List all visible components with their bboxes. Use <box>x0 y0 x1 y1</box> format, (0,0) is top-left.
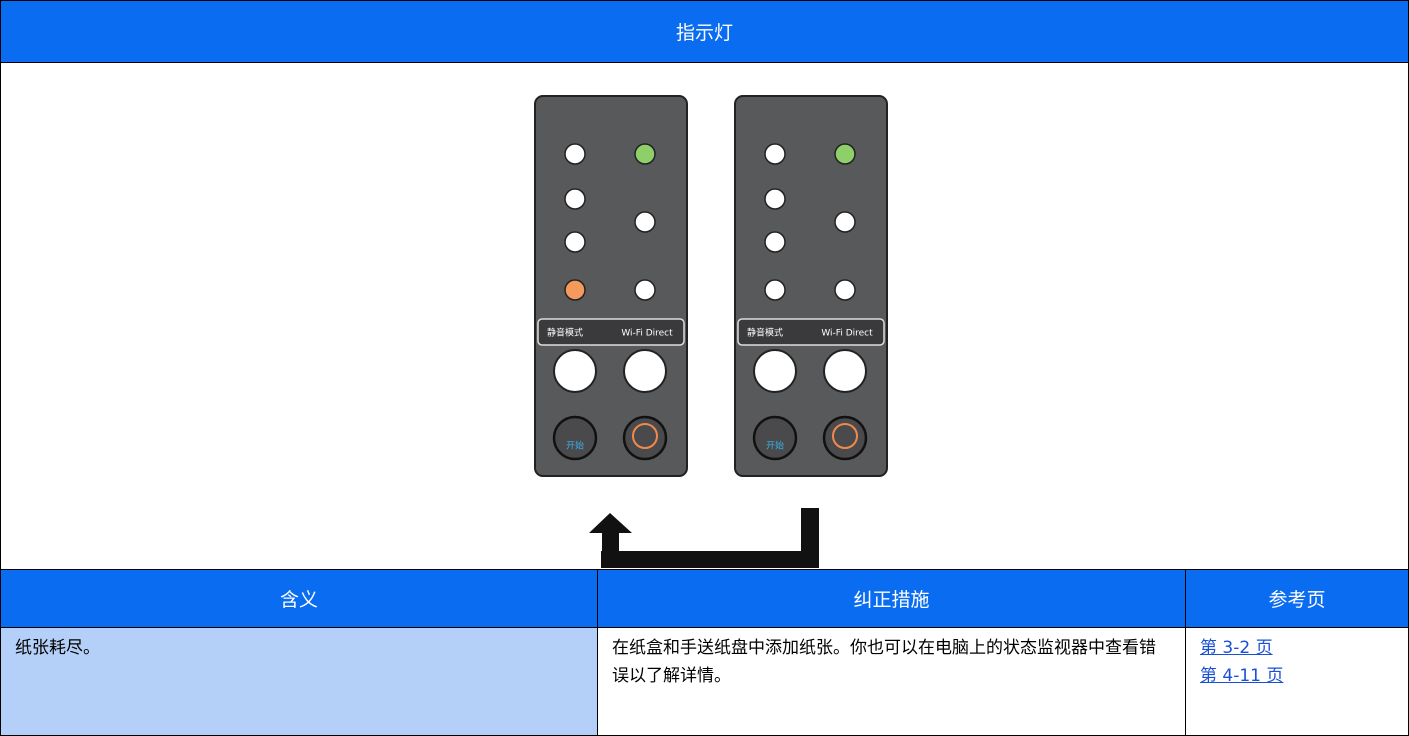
paper-led <box>764 279 786 301</box>
stop-button <box>822 415 868 461</box>
stop-button <box>622 415 668 461</box>
action: 在纸盒和手送纸盘中添加纸张。你也可以在电脑上的状态监视器中查看错误以了解详情。 <box>598 627 1186 735</box>
label-strip <box>537 318 685 346</box>
arrow <box>589 508 819 568</box>
jam-led <box>564 188 586 210</box>
column-header: 纠正措施 <box>598 569 1186 627</box>
illustration: 静音模式 Wi-Fi Direct 开始 静音模式 Wi-Fi Direct 开始 <box>534 95 888 568</box>
toner-led <box>564 231 586 253</box>
panel-body <box>534 95 688 477</box>
column-header: 含义 <box>1 569 598 627</box>
attention-led <box>564 143 586 165</box>
quiet-button <box>553 349 597 393</box>
paper-led <box>564 279 586 301</box>
control-panel: 静音模式 Wi-Fi Direct 开始 <box>734 95 888 477</box>
start-label: 开始 <box>566 440 584 452</box>
start-button <box>552 415 598 461</box>
ready-led <box>834 143 856 165</box>
sleep-led <box>834 211 856 233</box>
column-header: 参考页 <box>1186 569 1408 627</box>
wifi-label: Wi-Fi Direct <box>821 329 873 339</box>
wifi-led <box>634 279 656 301</box>
ready-led <box>634 143 656 165</box>
start-label: 开始 <box>766 440 784 452</box>
meaning: 纸张耗尽。 <box>1 627 598 735</box>
sleep-led <box>634 211 656 233</box>
quiet-label: 静音模式 <box>547 327 583 339</box>
references: 第 3-2 页 第 4-11 页 <box>1186 627 1408 735</box>
panel-body <box>734 95 888 477</box>
wifi-label: Wi-Fi Direct <box>621 329 673 339</box>
start-button <box>752 415 798 461</box>
page-link[interactable]: 第 4-11 页 <box>1200 666 1284 686</box>
label-strip <box>737 318 885 346</box>
page-link[interactable]: 第 3-2 页 <box>1200 638 1273 658</box>
toner-led <box>764 231 786 253</box>
stop-icon <box>832 423 858 449</box>
control-panel: 静音模式 Wi-Fi Direct 开始 <box>534 95 688 477</box>
wifi-button <box>823 349 867 393</box>
jam-led <box>764 188 786 210</box>
attention-led <box>764 143 786 165</box>
quiet-label: 静音模式 <box>747 327 783 339</box>
stop-icon <box>632 423 658 449</box>
wifi-led <box>834 279 856 301</box>
header-title: 指示灯 <box>1 1 1408 63</box>
wifi-button <box>623 349 667 393</box>
quiet-button <box>753 349 797 393</box>
